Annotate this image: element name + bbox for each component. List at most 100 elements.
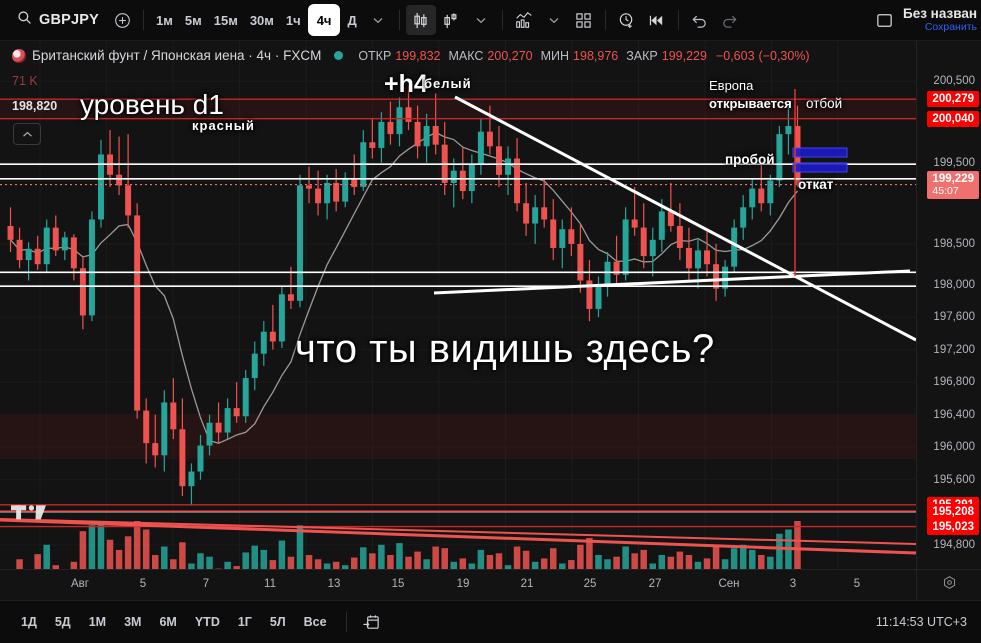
time-axis[interactable]: Авг 5 7 11 13 15 19 21 25 27 Сен 3 5 <box>0 569 916 600</box>
chart-type-candles-icon[interactable] <box>405 5 436 35</box>
currency-pair-icon <box>12 48 26 63</box>
time-tick: 13 <box>327 578 341 590</box>
price-tag[interactable]: 199,229 45:07 <box>927 170 979 199</box>
time-tick: Авг <box>71 578 89 590</box>
volume-legend: 71 K <box>12 74 38 88</box>
annotation-otkryvaetsya[interactable]: открывается <box>709 96 792 111</box>
range-1y[interactable]: 1Г <box>237 615 252 629</box>
tradingview-logo <box>11 505 46 520</box>
search-icon <box>17 10 32 30</box>
chart-svg <box>0 41 916 569</box>
time-tick: 21 <box>520 578 534 590</box>
time-tick: 15 <box>391 578 405 590</box>
range-5d[interactable]: 5Д <box>54 615 71 629</box>
timeframe-4h[interactable]: 4ч <box>310 7 338 33</box>
range-6m[interactable]: 6М <box>159 615 177 629</box>
ohlc-low-value: 198,976 <box>573 48 619 63</box>
annotation-krasny[interactable]: красный <box>192 118 255 133</box>
price-tick: 195,600 <box>933 473 975 486</box>
ohlc-high-label: МАКС <box>448 48 484 63</box>
timeframe-1m[interactable]: 1м <box>156 12 173 28</box>
price-tick: 200,500 <box>933 75 975 88</box>
layout-title-block[interactable]: Без назван Сохранить <box>903 5 977 34</box>
timeframe-chevron-down-icon[interactable] <box>363 5 393 35</box>
annotation-proboy[interactable]: пробой <box>725 152 775 167</box>
timeframe-5m[interactable]: 5м <box>184 12 202 28</box>
bottom-toolbar: 1Д 5Д 1М 3М 6М YTD 1Г 5Л Все 11:14:53 UT… <box>0 600 981 643</box>
axis-settings-icon[interactable] <box>942 575 957 595</box>
bottombar-divider <box>345 612 347 632</box>
toolbar-divider-3 <box>501 10 503 30</box>
price-tag[interactable]: 200,279 <box>927 91 979 108</box>
price-tick: 196,400 <box>933 408 975 421</box>
chart-type-bars-icon[interactable] <box>436 5 466 35</box>
top-toolbar: GBPJPY 1м 5м 15м 30м 1ч 4ч Д <box>0 0 981 41</box>
indicators-chevron-down-icon[interactable] <box>539 5 569 35</box>
toolbar-divider-5 <box>677 10 679 30</box>
price-tick: 194,800 <box>933 538 975 551</box>
countdown-label: 45:07 <box>932 184 959 197</box>
annotation-otkat[interactable]: откат <box>798 177 834 192</box>
price-tick: 198,000 <box>933 278 975 291</box>
ohlc-high-value: 200,270 <box>487 48 533 63</box>
layout-save-link[interactable]: Сохранить <box>924 21 977 34</box>
indicators-icon[interactable] <box>509 5 539 35</box>
chart-type-chevron-down-icon[interactable] <box>466 5 496 35</box>
time-tick: 5 <box>139 578 147 590</box>
symbol-search[interactable]: GBPJPY <box>9 5 107 35</box>
time-tick: 5 <box>853 578 861 590</box>
ohlc-change-pct: (−0,30%) <box>758 48 810 63</box>
price-tag[interactable]: 195,208 <box>927 503 979 520</box>
range-1m[interactable]: 1М <box>88 615 107 629</box>
range-3m[interactable]: 3М <box>124 615 142 629</box>
add-symbol-button[interactable] <box>107 5 137 35</box>
annotation-plus-h4[interactable]: +h4 <box>384 70 428 98</box>
market-open-dot <box>334 51 344 60</box>
time-tick: 11 <box>264 578 276 590</box>
chevron-up-icon[interactable] <box>13 123 41 145</box>
redo-arrow-icon[interactable] <box>715 5 745 35</box>
ohlc-close-label: ЗАКР <box>626 48 658 63</box>
price-tag-value: 199,229 <box>932 172 974 185</box>
range-1d[interactable]: 1Д <box>21 615 37 629</box>
clock-label: 11:14:53 UTC+3 <box>875 615 967 629</box>
range-all[interactable]: Все <box>303 615 327 629</box>
chart-canvas-area[interactable] <box>0 41 916 569</box>
alarm-clock-plus-icon[interactable] <box>612 5 642 35</box>
go-to-date-icon[interactable] <box>357 607 387 637</box>
timeframe-30m[interactable]: 30м <box>249 12 274 28</box>
time-tick: 7 <box>202 578 210 590</box>
price-tick: 197,600 <box>933 311 975 324</box>
ohlc-low-label: МИН <box>540 48 570 63</box>
timeframe-1h[interactable]: 1ч <box>285 12 301 28</box>
ohlc-row: ОТКР 199,832 МАКС 200,270 МИН 198,976 ЗА… <box>358 49 809 63</box>
undo-arrow-icon[interactable] <box>685 5 715 35</box>
price-tick: 198,500 <box>933 237 975 250</box>
axis-settings-corner[interactable] <box>916 569 981 600</box>
ohlc-close-value: 199,229 <box>661 48 707 63</box>
annotation-question[interactable]: что ты видишь здесь? <box>295 327 715 371</box>
legend-title[interactable]: Британский фунт / Японская иена · 4ч · F… <box>32 48 322 63</box>
price-tag[interactable]: 195,023 <box>927 518 979 535</box>
templates-grid-icon[interactable] <box>569 5 599 35</box>
annotation-bely[interactable]: белый <box>424 76 472 91</box>
toolbar-divider-2 <box>398 10 400 30</box>
timeframe-1d[interactable]: Д <box>347 12 357 28</box>
ohlc-open-label: ОТКР <box>358 48 392 63</box>
range-ytd[interactable]: YTD <box>194 615 220 629</box>
layout-square-icon[interactable] <box>869 5 899 35</box>
price-axis[interactable]: 200,500 199,500 198,500 198,000 197,600 197,2… <box>916 41 981 569</box>
left-price-label: 198,820 <box>12 99 58 113</box>
time-tick: 3 <box>789 578 797 590</box>
price-tag[interactable]: 200,040 <box>927 110 979 127</box>
price-tick: 196,000 <box>933 441 975 454</box>
annotation-level-d1[interactable]: уровень d1 <box>80 89 224 120</box>
range-5y[interactable]: 5Л <box>269 615 286 629</box>
time-tick: 19 <box>456 578 470 590</box>
layout-title: Без назван <box>903 5 977 21</box>
annotation-otboy[interactable]: отбой <box>806 96 843 111</box>
timeframe-15m[interactable]: 15м <box>213 12 238 28</box>
replay-rewind-icon[interactable] <box>642 5 672 35</box>
annotation-evropa[interactable]: Европа <box>709 78 754 93</box>
